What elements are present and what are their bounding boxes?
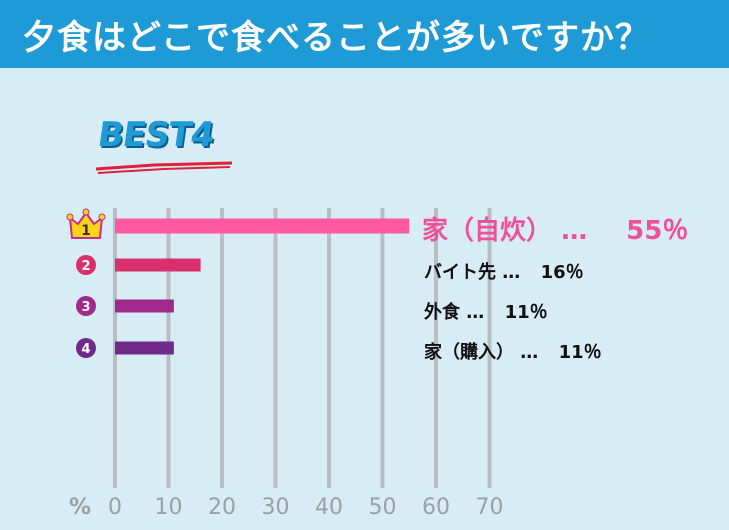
separator: …	[502, 262, 521, 283]
category-label-2: バイト先 … 16％	[424, 258, 584, 284]
rank-circle	[76, 296, 96, 316]
x-tick-label: 10	[155, 495, 183, 520]
x-axis-label: %	[69, 495, 91, 520]
header-bar: 夕食はどこで食べることが多いですか？	[0, 0, 729, 68]
separator: …	[466, 302, 485, 323]
rank-circle	[76, 338, 96, 358]
best-badge: BEST4	[95, 115, 233, 174]
bar	[115, 341, 174, 355]
category-name: 家（自炊）	[422, 216, 553, 246]
x-tick-label: 30	[262, 495, 290, 520]
crown-jewel	[98, 213, 106, 221]
x-tick-label: 50	[369, 495, 397, 520]
x-tick-label: 40	[315, 495, 343, 520]
bar	[115, 299, 174, 313]
bar	[115, 258, 201, 272]
rank-number: 1	[81, 223, 91, 239]
category-name: 外食	[424, 302, 460, 323]
x-tick-label: 70	[476, 495, 504, 520]
crown-jewel	[66, 213, 74, 221]
bar	[115, 218, 410, 234]
badge-underline	[95, 161, 233, 174]
rank-number: 2	[81, 259, 90, 274]
category-label-3: 外食 … 11％	[424, 298, 548, 324]
category-name: バイト先	[424, 262, 496, 283]
rank-number: 4	[81, 342, 90, 357]
value-label: 55％	[626, 216, 689, 246]
category-label-1: 家（自炊） … 55％	[422, 210, 688, 247]
separator: …	[520, 342, 539, 363]
x-tick-label: 60	[422, 495, 450, 520]
category-name: 家（購入）	[424, 342, 514, 363]
category-label-4: 家（購入） … 11％	[424, 338, 602, 364]
x-tick-label: 20	[208, 495, 236, 520]
value-label: 16％	[540, 262, 584, 283]
page-title: 夕食はどこで食べることが多いですか？	[22, 18, 650, 58]
value-label: 11％	[504, 302, 548, 323]
crown-jewel	[82, 208, 90, 216]
separator: …	[561, 216, 588, 246]
rank-number: 3	[81, 300, 90, 315]
value-label: 11％	[558, 342, 602, 363]
x-tick-label: 0	[108, 495, 122, 520]
rank-circle	[76, 255, 96, 275]
